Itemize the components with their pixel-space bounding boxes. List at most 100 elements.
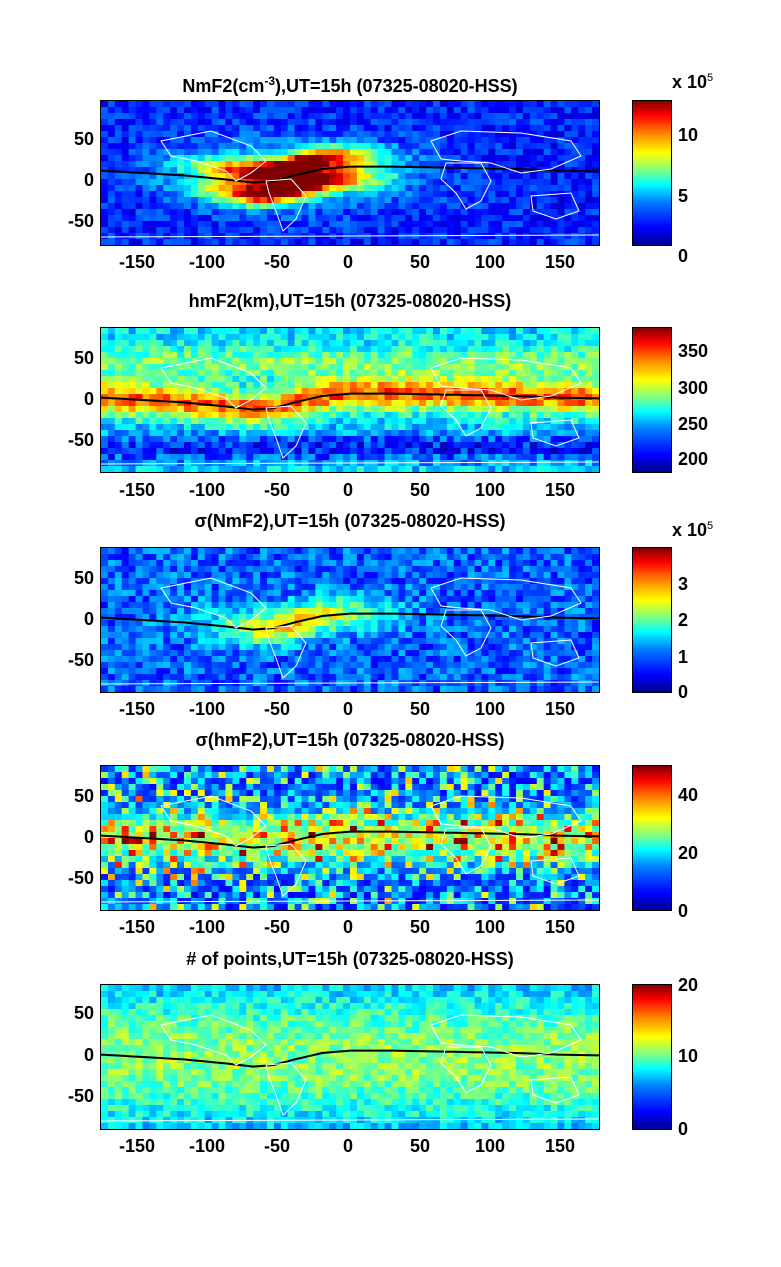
heatmap-cell — [356, 412, 365, 419]
heatmap-cell — [564, 418, 572, 425]
heatmap-cell — [301, 608, 310, 615]
heatmap-cell — [564, 632, 572, 639]
heatmap-cell — [405, 626, 413, 633]
heatmap-cell — [509, 191, 517, 198]
heatmap-cell — [578, 412, 586, 419]
heatmap-cell — [363, 442, 372, 449]
heatmap-cell — [239, 370, 247, 377]
heatmap-cell — [405, 656, 413, 663]
heatmap-cell — [315, 346, 323, 353]
heatmap-cell — [592, 388, 599, 395]
heatmap-cell — [128, 620, 137, 627]
heatmap-cell — [308, 346, 317, 353]
heatmap-cell — [343, 155, 351, 162]
heatmap-cell — [384, 650, 393, 657]
heatmap-cell — [412, 352, 420, 359]
heatmap-cell — [184, 448, 192, 455]
heatmap-cell — [536, 560, 545, 567]
heatmap-cell — [384, 107, 393, 114]
heatmap-cell — [488, 406, 496, 413]
heatmap-cell — [377, 596, 386, 603]
heatmap-cell — [391, 239, 400, 245]
heatmap-cell — [412, 131, 420, 138]
heatmap-cell — [419, 173, 427, 180]
heatmap-cell — [384, 328, 393, 335]
heatmap-cell — [509, 406, 517, 413]
heatmap-cell — [204, 376, 213, 383]
heatmap-cell — [502, 161, 510, 168]
heatmap-cell — [571, 376, 579, 383]
heatmap-cell — [453, 113, 462, 120]
heatmap-cell — [273, 382, 282, 389]
heatmap-cell — [128, 566, 137, 573]
heatmap-cell — [128, 560, 137, 567]
heatmap-cell — [273, 173, 282, 180]
heatmap-cell — [516, 179, 524, 186]
heatmap-cell — [294, 566, 303, 573]
heatmap-cell — [232, 340, 240, 347]
heatmap-cell — [516, 233, 524, 240]
heatmap-cell — [557, 173, 566, 180]
heatmap-cell — [253, 412, 261, 419]
heatmap-cell — [184, 119, 192, 126]
heatmap-cell — [197, 608, 206, 615]
heatmap-cell — [114, 656, 123, 663]
heatmap-cell — [336, 578, 344, 585]
heatmap-cell — [460, 572, 469, 579]
heatmap-cell — [239, 388, 247, 395]
heatmap-cell — [495, 466, 503, 472]
heatmap-cell — [204, 131, 213, 138]
heatmap-cell — [280, 221, 289, 228]
heatmap-cell — [350, 644, 358, 651]
heatmap-cell — [225, 590, 234, 597]
heatmap-cell — [363, 418, 372, 425]
heatmap-cell — [426, 352, 434, 359]
heatmap-cell — [280, 167, 289, 174]
heatmap-cell — [363, 448, 372, 455]
heatmap-cell — [336, 137, 344, 144]
heatmap-cell — [370, 454, 379, 461]
heatmap-cell — [391, 149, 400, 156]
heatmap-cell — [336, 340, 344, 347]
heatmap-cell — [509, 197, 517, 204]
heatmap-cell — [308, 602, 317, 609]
heatmap-cell — [474, 173, 483, 180]
heatmap-cell — [516, 137, 524, 144]
heatmap-cell — [163, 578, 171, 585]
heatmap-cell — [557, 352, 566, 359]
heatmap-cell — [516, 436, 524, 443]
heatmap-cell — [433, 137, 441, 144]
heatmap-cell — [474, 418, 483, 425]
heatmap-cell — [211, 466, 220, 472]
heatmap-cell — [571, 596, 579, 603]
heatmap-cell — [543, 466, 552, 472]
heatmap-svg — [101, 548, 599, 692]
heatmap-cell — [121, 560, 130, 567]
heatmap-cell — [592, 364, 599, 371]
heatmap-cell — [142, 131, 151, 138]
heatmap-cell — [107, 572, 116, 579]
heatmap-cell — [114, 173, 123, 180]
heatmap-cell — [439, 227, 448, 234]
heatmap-cell — [529, 388, 538, 395]
heatmap-cell — [377, 400, 386, 407]
heatmap-cell — [336, 448, 344, 455]
heatmap-cell — [287, 125, 296, 132]
heatmap-cell — [211, 179, 220, 186]
heatmap-cell — [502, 418, 510, 425]
heatmap-cell — [163, 113, 171, 120]
heatmap-cell — [156, 155, 164, 162]
heatmap-cell — [502, 167, 510, 174]
heatmap-cell — [156, 436, 164, 443]
heatmap-cell — [253, 620, 261, 627]
coastline — [160, 357, 267, 409]
heatmap-cell — [391, 119, 400, 126]
heatmap-cell — [239, 584, 247, 591]
heatmap-cell — [536, 578, 545, 585]
heatmap-cell — [273, 227, 282, 234]
heatmap-cell — [350, 334, 358, 341]
heatmap-cell — [177, 191, 185, 198]
heatmap-cell — [294, 197, 303, 204]
heatmap-cell — [516, 364, 524, 371]
heatmap-cell — [495, 358, 503, 365]
